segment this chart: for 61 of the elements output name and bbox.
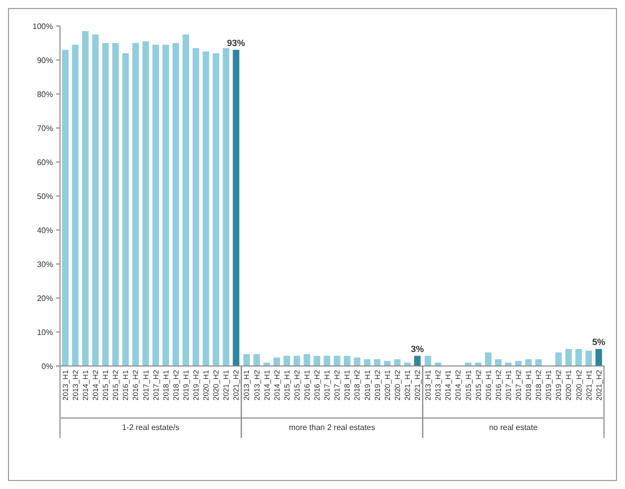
bar xyxy=(162,44,169,366)
bar xyxy=(122,53,129,366)
bar xyxy=(273,358,280,366)
bar xyxy=(354,358,360,366)
bar xyxy=(253,354,260,366)
bar xyxy=(192,48,200,366)
data-label: 93% xyxy=(227,38,246,48)
bar xyxy=(304,354,310,366)
y-tick-label: 30% xyxy=(36,260,53,269)
bar xyxy=(92,34,99,366)
bar xyxy=(222,48,230,366)
bar xyxy=(132,43,139,366)
bar xyxy=(525,359,532,366)
bar xyxy=(314,356,320,366)
x-axis-title: no real estate xyxy=(489,423,538,432)
bar xyxy=(82,31,89,366)
y-tick-label: 50% xyxy=(36,192,53,201)
bar xyxy=(202,52,210,366)
bar xyxy=(535,359,542,366)
data-label: 3% xyxy=(410,344,424,354)
y-tick-label: 70% xyxy=(36,124,53,133)
bar xyxy=(62,50,69,366)
bar xyxy=(72,44,79,366)
bar xyxy=(434,362,442,366)
bar xyxy=(575,349,582,366)
y-tick-label: 90% xyxy=(36,56,53,65)
bar xyxy=(495,359,502,366)
bar xyxy=(142,41,149,366)
y-tick-label: 0% xyxy=(41,362,53,371)
bar xyxy=(284,356,290,366)
data-label: 5% xyxy=(592,337,606,347)
y-tick-label: 100% xyxy=(32,22,53,31)
bar xyxy=(152,44,159,366)
bar xyxy=(364,359,370,366)
bar xyxy=(484,352,492,366)
bar xyxy=(394,359,401,366)
bar xyxy=(595,349,602,366)
bar xyxy=(212,53,220,366)
bar xyxy=(585,350,592,366)
x-axis-title: 1-2 real estate/s xyxy=(122,423,180,432)
bar xyxy=(182,34,190,366)
bar xyxy=(172,43,180,366)
x-axis-title: more than 2 real estates xyxy=(288,423,376,432)
bar xyxy=(324,356,330,366)
bar xyxy=(102,43,109,366)
bar xyxy=(334,356,340,366)
y-tick-label: 40% xyxy=(36,226,53,235)
bar xyxy=(555,352,562,366)
bar xyxy=(294,356,300,366)
y-tick-label: 20% xyxy=(36,294,53,303)
y-tick-label: 10% xyxy=(36,328,53,337)
bar xyxy=(243,354,250,366)
bar xyxy=(374,359,380,366)
bar xyxy=(424,356,432,366)
bar xyxy=(112,43,119,366)
y-tick-label: 80% xyxy=(36,90,53,99)
bar xyxy=(414,356,421,366)
y-tick-label: 60% xyxy=(36,158,53,167)
bar xyxy=(232,50,240,366)
bar xyxy=(344,356,350,366)
bar xyxy=(565,349,572,366)
